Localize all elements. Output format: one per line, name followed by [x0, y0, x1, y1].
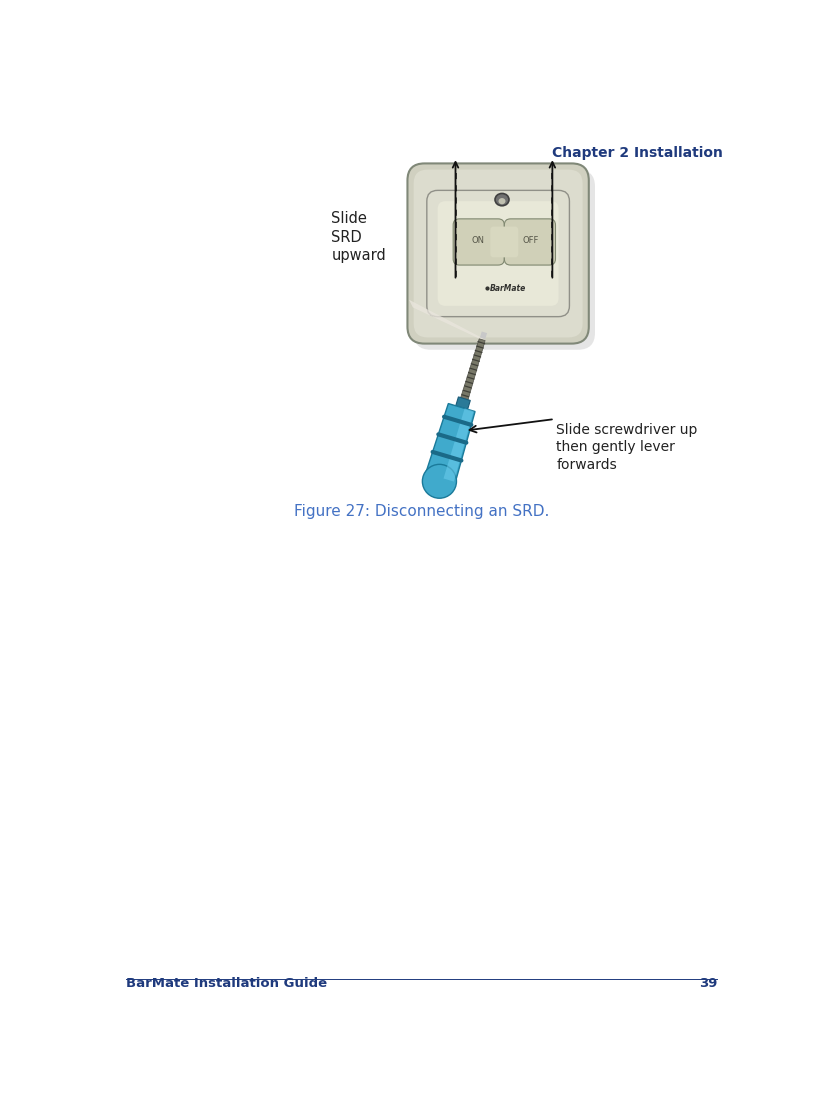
Text: ON: ON	[472, 236, 485, 245]
Polygon shape	[444, 408, 473, 482]
Ellipse shape	[495, 193, 509, 206]
FancyBboxPatch shape	[504, 219, 556, 265]
FancyBboxPatch shape	[427, 190, 570, 316]
Text: 39: 39	[699, 977, 718, 991]
FancyBboxPatch shape	[407, 163, 588, 343]
FancyBboxPatch shape	[438, 201, 559, 306]
Ellipse shape	[422, 464, 457, 499]
FancyBboxPatch shape	[453, 219, 504, 265]
Polygon shape	[456, 397, 470, 409]
Text: BarMate: BarMate	[490, 284, 527, 293]
Ellipse shape	[499, 198, 505, 205]
Text: OFF: OFF	[523, 236, 539, 245]
FancyBboxPatch shape	[414, 170, 595, 350]
FancyBboxPatch shape	[491, 227, 518, 257]
Polygon shape	[461, 339, 485, 400]
Text: Figure 27: Disconnecting an SRD.: Figure 27: Disconnecting an SRD.	[294, 504, 549, 519]
Text: Chapter 2 Installation: Chapter 2 Installation	[552, 145, 723, 160]
Polygon shape	[425, 404, 475, 482]
Polygon shape	[409, 300, 486, 342]
Text: Slide
SRD
upward: Slide SRD upward	[332, 211, 386, 264]
FancyBboxPatch shape	[414, 170, 583, 338]
Text: BarMate Installation Guide: BarMate Installation Guide	[126, 977, 328, 991]
Text: Slide screwdriver up
then gently lever
forwards: Slide screwdriver up then gently lever f…	[556, 423, 698, 472]
